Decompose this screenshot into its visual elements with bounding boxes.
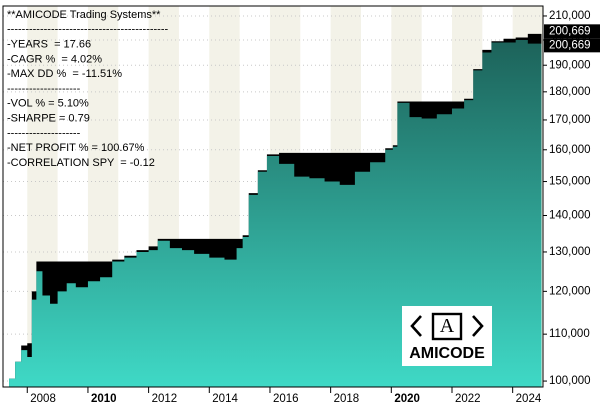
logo-brackets bbox=[410, 315, 484, 337]
logo: A AMICODE bbox=[402, 306, 492, 366]
y-tick-label: 210,000 bbox=[549, 10, 591, 22]
value-tag-label: 200,669 bbox=[549, 39, 591, 51]
annotation: -CAGR % = 4.02% bbox=[7, 53, 102, 65]
y-tick-label: 100,000 bbox=[549, 375, 591, 387]
y-tick-label: 150,000 bbox=[549, 176, 591, 188]
y-tick-label: 130,000 bbox=[549, 246, 591, 258]
x-tick-label: 2010 bbox=[91, 393, 117, 405]
x-tick-label: 2008 bbox=[30, 393, 56, 405]
x-tick-label: 2018 bbox=[334, 393, 360, 405]
y-tick-label: 110,000 bbox=[549, 328, 590, 340]
annotation: -YEARS = 17.66 bbox=[7, 39, 91, 51]
annotation: -SHARPE = 0.79 bbox=[7, 113, 90, 125]
annotation: ----------------------------------------… bbox=[7, 24, 169, 36]
equity-area bbox=[9, 38, 542, 388]
x-tick-label: 2022 bbox=[455, 393, 481, 405]
value-tag-label: 200,669 bbox=[549, 25, 591, 37]
y-tick-label: 170,000 bbox=[549, 114, 591, 126]
x-tick-label: 2020 bbox=[394, 393, 420, 405]
logo-frame bbox=[431, 312, 463, 341]
annotation: -VOL % = 5.10% bbox=[7, 98, 89, 110]
plot-frame bbox=[2, 5, 544, 388]
x-tick-label: 2024 bbox=[516, 393, 542, 405]
logo-box bbox=[402, 306, 492, 366]
annotation: -NET PROFIT % = 100.67% bbox=[7, 142, 145, 154]
annotation: -------------------- bbox=[7, 127, 81, 139]
logo-text: AMICODE bbox=[409, 345, 485, 362]
x-tick-label: 2014 bbox=[212, 393, 238, 405]
annotation: -MAX DD % = -11.51% bbox=[7, 68, 122, 80]
y-tick-label: 180,000 bbox=[549, 86, 591, 98]
value-tag bbox=[544, 38, 600, 53]
value-tag bbox=[544, 24, 600, 39]
y-tick-label: 140,000 bbox=[549, 210, 591, 222]
y-tick-label: 160,000 bbox=[549, 144, 591, 156]
annotation: -------------------- bbox=[7, 83, 81, 95]
annotation: -CORRELATION SPY = -0.12 bbox=[7, 157, 155, 169]
y-tick-label: 120,000 bbox=[549, 285, 591, 297]
logo-icon: A bbox=[440, 315, 455, 337]
x-tick-label: 2016 bbox=[273, 393, 299, 405]
y-tick-label: 190,000 bbox=[549, 59, 591, 71]
annotation: **AMICODE Trading Systems** bbox=[7, 9, 161, 21]
x-tick-label: 2012 bbox=[152, 393, 178, 405]
